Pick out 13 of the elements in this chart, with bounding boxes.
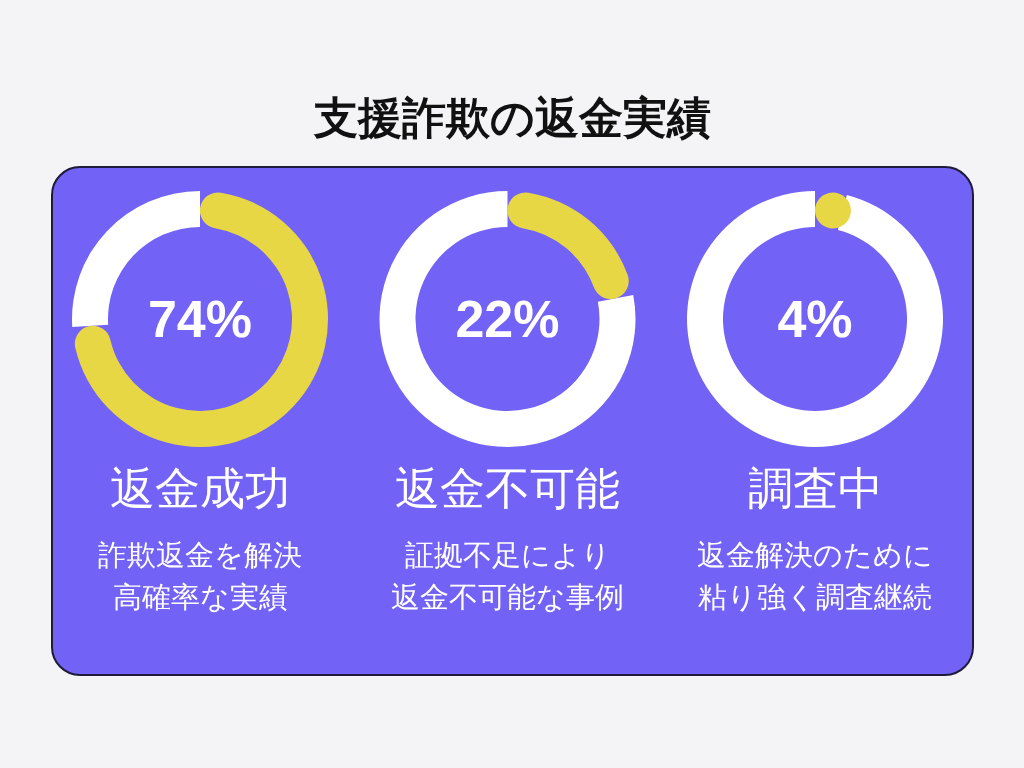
text: 返金成功	[110, 461, 290, 515]
text: 返金解決のために	[697, 538, 933, 572]
text: 返金不可能な事例	[391, 580, 624, 614]
text: 証拠不足により	[404, 538, 611, 572]
text: 4%	[777, 290, 853, 348]
text: 粘り強く調査継続	[698, 580, 932, 614]
text: 調査中	[747, 461, 883, 515]
text: 支援詐欺の返金実績	[312, 91, 711, 143]
text: 高確率な実績	[112, 580, 288, 614]
text: 返金不可能	[395, 461, 620, 515]
text: 詐欺返金を解決	[98, 538, 302, 572]
text: 74%	[147, 290, 253, 348]
text: 22%	[455, 290, 560, 348]
